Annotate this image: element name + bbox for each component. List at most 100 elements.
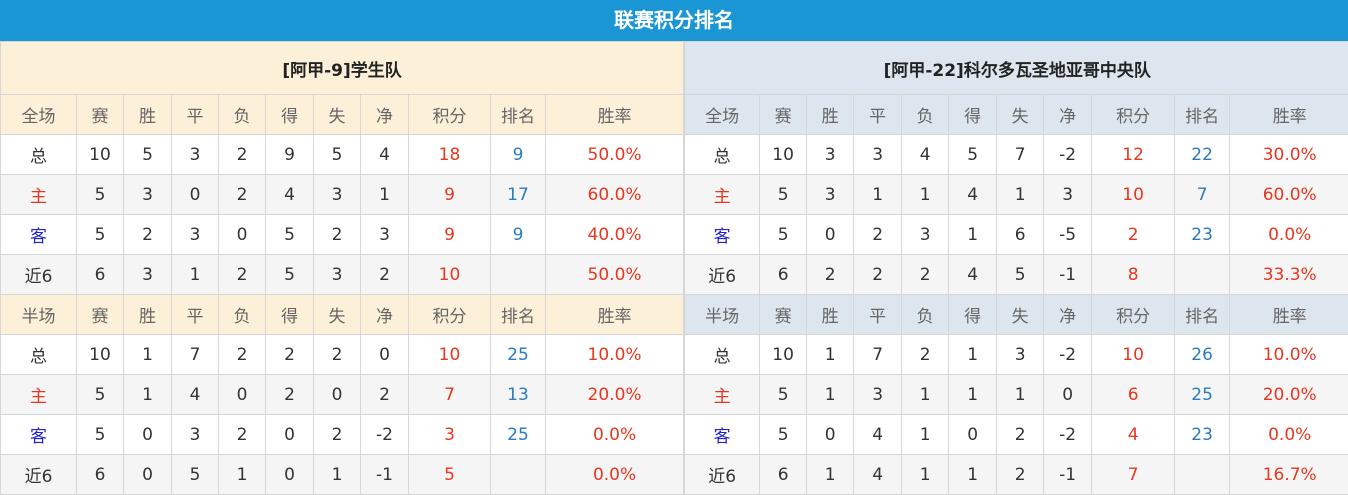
column-header: 积分	[1091, 294, 1176, 335]
stat-cell: 10	[408, 334, 491, 375]
row-half-home: 主 5 1 3 1 1 1 0 6 25 20.0%	[684, 374, 1348, 415]
stat-cell: 7	[171, 334, 219, 375]
stat-cell: 0	[948, 414, 998, 455]
standings-container: [阿甲-9]学生队 全场赛胜平负得失净积分 排名 胜率总 10 5 3 2 9 5 4 18 9 50.0…	[0, 41, 1348, 495]
column-header: 净	[360, 94, 409, 135]
column-header: 得	[948, 94, 998, 135]
stat-cell: 0.0%	[1229, 414, 1348, 455]
column-header: 积分	[408, 294, 491, 335]
column-header: 胜率	[544, 94, 685, 135]
stat-cell: 3	[313, 254, 361, 295]
row-label: 总	[0, 334, 77, 375]
team-name[interactable]: [阿甲-9]学生队	[0, 41, 685, 95]
stat-cell: 0	[218, 214, 266, 255]
stat-cell: 1	[948, 334, 998, 375]
stat-cell: 6	[1091, 374, 1176, 415]
stat-cell: 26	[1174, 334, 1231, 375]
stat-cell: 5	[76, 214, 124, 255]
stat-cell: 5	[759, 414, 808, 455]
stat-cell: 5	[313, 134, 361, 175]
column-header: 排名	[490, 294, 546, 335]
stat-cell: 23	[1174, 214, 1231, 255]
stat-cell: -5	[1043, 214, 1093, 255]
stat-cell: 6	[759, 454, 808, 495]
stat-cell: 1	[948, 374, 998, 415]
stat-cell: -1	[1043, 254, 1093, 295]
stat-cell: 9	[490, 134, 546, 175]
stat-cell: 1	[996, 174, 1045, 215]
stat-cell: 10	[1091, 334, 1176, 375]
stat-cell: 6	[76, 454, 124, 495]
stat-cell: 0	[123, 414, 172, 455]
stat-cell: 0	[806, 214, 855, 255]
stat-cell: 4	[1091, 414, 1176, 455]
column-header: 失	[313, 94, 361, 135]
stat-cell: 0	[171, 174, 219, 215]
stat-cell: 2	[218, 334, 266, 375]
stat-cell	[1174, 454, 1231, 495]
stat-cell: 5	[123, 134, 172, 175]
column-header: 全场	[0, 94, 77, 135]
stat-cell: 6	[996, 214, 1045, 255]
column-header: 平	[171, 94, 219, 135]
stat-cell: 5	[76, 174, 124, 215]
stat-cell: 4	[265, 174, 314, 215]
column-header: 赛	[759, 94, 808, 135]
header-row-full: 全场赛胜平负得失净积分 排名 胜率	[0, 94, 685, 135]
stat-cell: 5	[265, 214, 314, 255]
stat-cell: 10.0%	[544, 334, 685, 375]
stat-cell: 0.0%	[544, 454, 685, 495]
stat-cell: 16.7%	[1229, 454, 1348, 495]
row-label: 总	[0, 134, 77, 175]
stat-cell: 1	[218, 454, 266, 495]
stat-cell: 4	[948, 174, 998, 215]
stat-cell: 3	[171, 214, 219, 255]
row-label: 总	[684, 134, 761, 175]
stat-cell: -2	[1043, 134, 1093, 175]
stat-cell: 60.0%	[544, 174, 685, 215]
column-header: 积分	[1091, 94, 1176, 135]
stat-cell: -1	[360, 454, 409, 495]
stat-cell: 3	[996, 334, 1045, 375]
header-row-half: 半场赛胜平负得失净积分 排名 胜率	[684, 294, 1348, 335]
column-header: 半场	[684, 294, 761, 335]
row-label: 主	[684, 174, 761, 215]
stat-cell: 9	[408, 214, 491, 255]
stat-cell: 2	[218, 134, 266, 175]
stat-cell: 5	[408, 454, 491, 495]
stat-cell: 5	[759, 374, 808, 415]
stat-cell: 0	[123, 454, 172, 495]
row-full-last6: 近6 6 3 1 2 5 3 2 10 50.0%	[0, 254, 685, 295]
stat-cell: 2	[218, 174, 266, 215]
stat-cell: 1	[901, 174, 950, 215]
team-name[interactable]: [阿甲-22]科尔多瓦圣地亚哥中央队	[684, 41, 1348, 95]
stat-cell	[1174, 254, 1231, 295]
stat-cell: 10.0%	[1229, 334, 1348, 375]
stat-cell: 10	[1091, 174, 1176, 215]
column-header: 负	[901, 94, 950, 135]
stat-cell: 1	[360, 174, 409, 215]
stat-cell: 1	[806, 334, 855, 375]
stat-cell: 1	[901, 454, 950, 495]
column-header: 胜	[123, 294, 172, 335]
stat-cell: 10	[76, 134, 124, 175]
stat-cell: 13	[490, 374, 546, 415]
stat-cell: 8	[1091, 254, 1176, 295]
stat-cell: 2	[265, 334, 314, 375]
row-label: 近6	[0, 454, 77, 495]
stat-cell: 5	[996, 254, 1045, 295]
stat-cell: 3	[171, 414, 219, 455]
stat-cell: 2	[996, 454, 1045, 495]
stat-cell: 10	[408, 254, 491, 295]
stat-cell: 17	[490, 174, 546, 215]
column-header: 净	[360, 294, 409, 335]
stat-cell: -2	[360, 414, 409, 455]
stat-cell: 4	[360, 134, 409, 175]
stat-cell: 7	[408, 374, 491, 415]
row-label: 主	[684, 374, 761, 415]
row-label: 近6	[684, 254, 761, 295]
stat-cell: 2	[313, 214, 361, 255]
row-label: 主	[0, 174, 77, 215]
stat-cell: 5	[759, 214, 808, 255]
row-label: 客	[684, 214, 761, 255]
